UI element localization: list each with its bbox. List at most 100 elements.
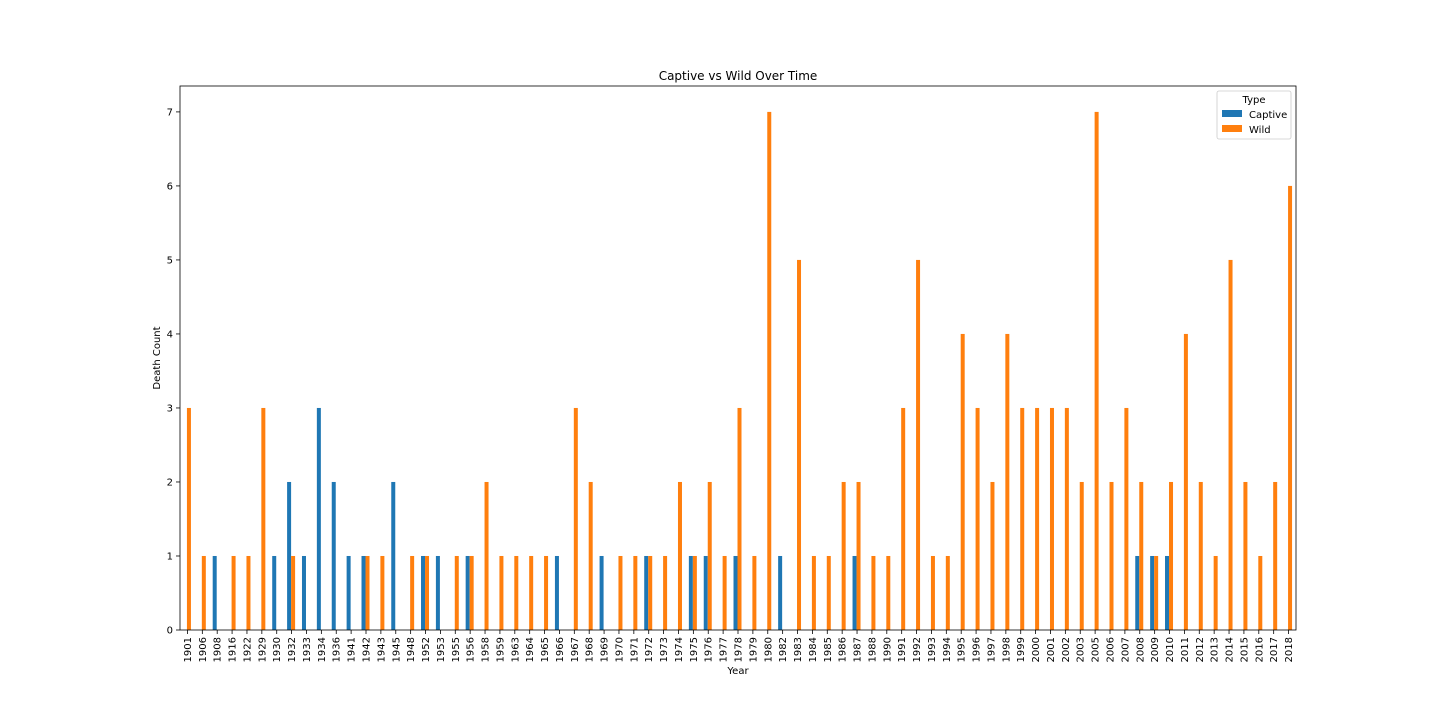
bar-wild-1955 — [454, 555, 459, 630]
bar-wild-1976 — [707, 481, 712, 630]
x-tick-label: 1922 — [242, 637, 253, 662]
x-tick-label: 1980 — [763, 637, 774, 662]
bar-captive-1933 — [301, 555, 306, 630]
bar-captive-2010 — [1165, 555, 1170, 630]
bar-wild-1967 — [573, 407, 578, 630]
x-tick-label: 1976 — [704, 637, 715, 662]
y-tick-label: 5 — [167, 255, 173, 266]
legend: Type Captive Wild — [1216, 90, 1292, 140]
x-tick-label: 1969 — [600, 637, 611, 662]
x-tick-label: 1948 — [406, 637, 417, 662]
x-tick-label: 1977 — [719, 637, 730, 662]
x-tick-label: 1985 — [823, 637, 834, 662]
bar-wild-1996 — [975, 407, 980, 630]
x-tick-label: 1991 — [897, 637, 908, 662]
x-tick-label: 1930 — [272, 637, 283, 662]
x-tick-label: 2002 — [1061, 637, 1072, 662]
x-tick-label: 1965 — [540, 637, 551, 662]
bar-wild-1970 — [618, 555, 623, 630]
bar-wild-1932 — [291, 555, 296, 630]
bar-captive-1969 — [599, 555, 604, 630]
x-tick-label: 1958 — [481, 637, 492, 662]
bar-wild-1998 — [1005, 333, 1010, 630]
bar-wild-1986 — [841, 481, 846, 630]
bar-wild-1963 — [514, 555, 519, 630]
x-tick-label: 1966 — [555, 637, 566, 662]
bar-captive-1978 — [733, 555, 738, 630]
bar-wild-1964 — [529, 555, 534, 630]
x-tick-label: 2016 — [1254, 637, 1265, 662]
x-tick-label: 1952 — [421, 637, 432, 662]
bar-wild-1929 — [261, 407, 266, 630]
bars-layer — [186, 111, 1293, 630]
x-tick-label: 1953 — [436, 637, 447, 662]
x-tick-label: 1975 — [689, 637, 700, 662]
bar-wild-2005 — [1094, 111, 1099, 630]
bar-wild-1972 — [648, 555, 653, 630]
y-tick-label: 4 — [167, 329, 173, 340]
bar-wild-2018 — [1288, 185, 1293, 630]
x-tick-label: 1963 — [510, 637, 521, 662]
x-tick-label: 1984 — [808, 637, 819, 662]
bar-captive-1987 — [852, 555, 857, 630]
x-tick-label: 2008 — [1135, 637, 1146, 662]
y-tick-label: 0 — [167, 626, 173, 637]
x-tick-label: 2018 — [1284, 637, 1295, 662]
bar-wild-2002 — [1064, 407, 1069, 630]
bar-wild-1994 — [945, 555, 950, 630]
x-tick-label: 1997 — [986, 637, 997, 662]
bar-captive-1976 — [703, 555, 708, 630]
bar-wild-2012 — [1198, 481, 1203, 630]
bar-wild-1997 — [990, 481, 995, 630]
bar-wild-2009 — [1154, 555, 1159, 630]
x-tick-label: 1990 — [882, 637, 893, 662]
x-tick-label: 1970 — [614, 637, 625, 662]
bar-wild-1978 — [737, 407, 742, 630]
x-tick-label: 2005 — [1091, 637, 1102, 662]
x-tick-label: 1995 — [957, 637, 968, 662]
bar-wild-1906 — [201, 555, 206, 630]
legend-swatch-captive — [1222, 110, 1242, 117]
bar-wild-1991 — [901, 407, 906, 630]
bar-captive-1982 — [778, 555, 783, 630]
x-tick-label: 1993 — [927, 637, 938, 662]
bar-wild-1901 — [186, 407, 191, 630]
bar-captive-1930 — [272, 555, 277, 630]
x-tick-label: 2012 — [1195, 637, 1206, 662]
bar-wild-1956 — [469, 555, 474, 630]
bar-captive-1942 — [361, 555, 366, 630]
bar-captive-1932 — [287, 481, 292, 630]
x-tick-label: 1983 — [793, 637, 804, 662]
legend-title: Type — [1242, 95, 1266, 106]
x-tick-label: 1901 — [183, 637, 194, 662]
x-tick-label: 1968 — [585, 637, 596, 662]
x-tick-label: 1994 — [942, 637, 953, 662]
bar-captive-1966 — [554, 555, 559, 630]
x-tick-label: 1973 — [659, 637, 670, 662]
bar-captive-1972 — [644, 555, 649, 630]
bar-wild-2013 — [1213, 555, 1218, 630]
x-tick-label: 1908 — [213, 637, 224, 662]
bar-captive-2009 — [1150, 555, 1155, 630]
y-tick-label: 1 — [167, 551, 173, 562]
y-axis: 0 1 2 3 4 5 6 7 — [167, 107, 180, 637]
x-tick-label: 2007 — [1120, 637, 1131, 662]
chart-title: Captive vs Wild Over Time — [659, 69, 818, 83]
legend-label-captive: Captive — [1249, 110, 1287, 121]
x-tick-label: 1998 — [1001, 637, 1012, 662]
bar-captive-1953 — [435, 555, 440, 630]
x-tick-label: 2001 — [1046, 637, 1057, 662]
bar-wild-1984 — [811, 555, 816, 630]
bar-wild-1985 — [826, 555, 831, 630]
x-tick-label: 1986 — [838, 637, 849, 662]
x-tick-label: 1943 — [376, 637, 387, 662]
bar-wild-1948 — [410, 555, 415, 630]
bar-wild-1965 — [544, 555, 549, 630]
bar-wild-1990 — [886, 555, 891, 630]
legend-swatch-wild — [1222, 125, 1242, 132]
x-tick-label: 2003 — [1076, 637, 1087, 662]
x-tick-label: 1987 — [853, 637, 864, 662]
bar-wild-1968 — [588, 481, 593, 630]
x-tick-label: 1988 — [867, 637, 878, 662]
